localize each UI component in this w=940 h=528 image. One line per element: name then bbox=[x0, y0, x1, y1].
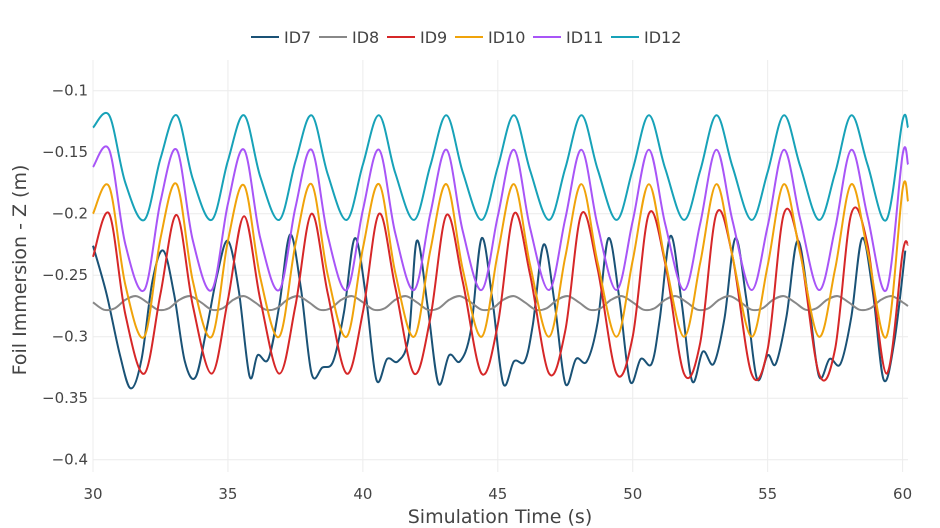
plot-area bbox=[92, 112, 909, 390]
x-tick-label: 60 bbox=[893, 485, 912, 503]
legend-item-id11[interactable]: ID11 bbox=[533, 28, 603, 47]
x-tick-label: 50 bbox=[623, 485, 642, 503]
y-tick-label: −0.4 bbox=[52, 451, 88, 469]
legend-label: ID12 bbox=[644, 28, 681, 47]
series-line-id7 bbox=[92, 233, 907, 390]
y-tick-label: −0.2 bbox=[52, 205, 88, 223]
legend-item-id12[interactable]: ID12 bbox=[611, 28, 681, 47]
x-tick-label: 35 bbox=[218, 485, 237, 503]
x-axis-ticks: 30 35 40 45 50 55 60 bbox=[83, 485, 912, 503]
y-axis-title: Foil Immersion - Z (m) bbox=[9, 165, 31, 376]
legend-label: ID8 bbox=[352, 28, 379, 47]
series-line-id10 bbox=[92, 180, 909, 339]
x-axis-title: Simulation Time (s) bbox=[408, 506, 593, 528]
legend-label: ID11 bbox=[566, 28, 603, 47]
x-tick-label: 45 bbox=[488, 485, 507, 503]
series-line-id12 bbox=[92, 112, 909, 222]
legend: ID7 ID8 ID9 ID10 ID11 ID12 bbox=[251, 28, 681, 47]
y-tick-label: −0.15 bbox=[42, 143, 88, 161]
legend-label: ID9 bbox=[420, 28, 447, 47]
y-tick-label: −0.1 bbox=[52, 82, 88, 100]
legend-item-id9[interactable]: ID9 bbox=[387, 28, 447, 47]
gridlines bbox=[92, 60, 908, 472]
legend-item-id10[interactable]: ID10 bbox=[455, 28, 525, 47]
y-tick-label: −0.3 bbox=[52, 328, 88, 346]
legend-item-id8[interactable]: ID8 bbox=[319, 28, 379, 47]
y-tick-label: −0.25 bbox=[42, 266, 88, 284]
legend-item-id7[interactable]: ID7 bbox=[251, 28, 311, 47]
series-line-id9 bbox=[92, 206, 909, 382]
x-tick-label: 40 bbox=[353, 485, 372, 503]
series-line-id11 bbox=[92, 145, 909, 293]
legend-label: ID7 bbox=[284, 28, 311, 47]
y-tick-label: −0.35 bbox=[42, 389, 88, 407]
legend-label: ID10 bbox=[488, 28, 525, 47]
y-axis-ticks: −0.1 −0.15 −0.2 −0.25 −0.3 −0.35 −0.4 bbox=[42, 82, 88, 469]
series-line-id8 bbox=[92, 295, 909, 312]
x-tick-label: 55 bbox=[758, 485, 777, 503]
x-tick-label: 30 bbox=[83, 485, 102, 503]
